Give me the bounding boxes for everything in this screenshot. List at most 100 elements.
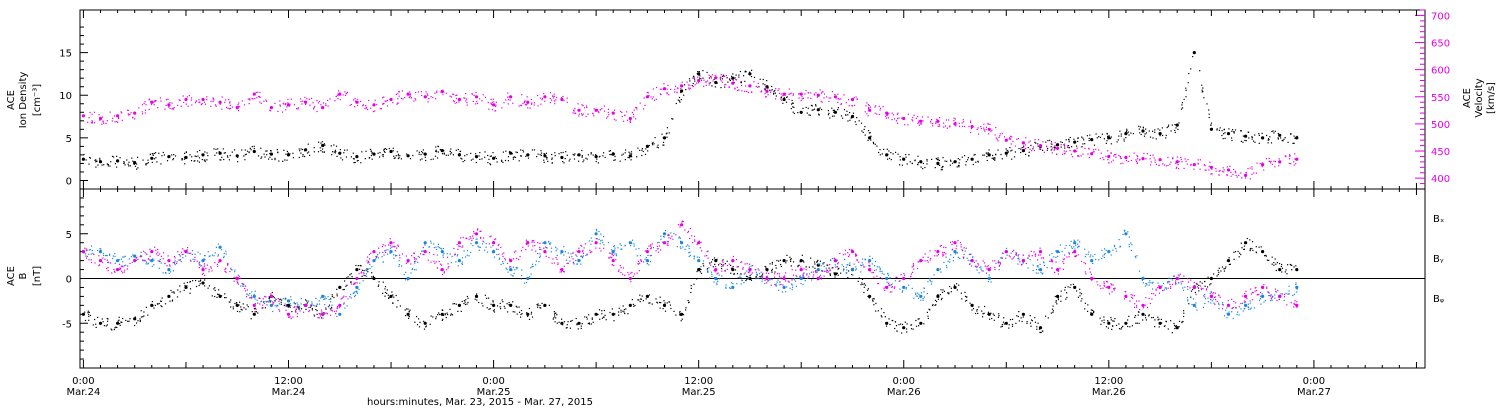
density-sample	[1068, 141, 1070, 143]
density-sample	[435, 149, 437, 151]
bx-sample	[350, 273, 352, 275]
bx-point	[1021, 312, 1025, 316]
velocity-sample	[490, 98, 492, 101]
density-sample	[1258, 133, 1260, 135]
density-sample	[926, 163, 928, 165]
bz-sample	[218, 261, 220, 263]
density-sample	[518, 160, 520, 162]
velocity-sample	[1034, 139, 1036, 141]
bz-sample	[194, 256, 196, 258]
velocity-sample	[575, 112, 577, 114]
by-sample	[290, 296, 292, 298]
density-sample	[764, 84, 766, 86]
bz-sample	[121, 270, 123, 272]
by-sample	[1124, 230, 1126, 232]
density-sample	[460, 157, 462, 159]
bz-sample	[469, 236, 471, 238]
by-sample	[254, 290, 256, 292]
velocity-sample	[409, 91, 411, 93]
bx-sample	[414, 321, 416, 323]
bz-sample	[235, 276, 237, 279]
bz-sample	[443, 272, 445, 274]
velocity-sample	[621, 115, 623, 117]
bz-point	[1056, 268, 1060, 272]
density-sample	[574, 153, 576, 155]
by-sample	[389, 247, 392, 249]
by-sample	[1146, 283, 1148, 285]
density-sample	[395, 155, 397, 157]
bz-sample	[720, 266, 723, 268]
density-sample	[195, 155, 197, 158]
density-sample	[123, 161, 125, 163]
velocity-sample	[782, 95, 784, 97]
bz-point	[269, 294, 273, 298]
by-sample	[756, 273, 758, 275]
bz-sample	[613, 260, 615, 262]
bx-sample	[247, 306, 249, 308]
bz-sample	[373, 251, 375, 253]
by-sample	[1269, 294, 1271, 297]
bx-sample	[179, 285, 181, 287]
bx-sample	[1241, 247, 1243, 249]
density-sample	[1154, 131, 1156, 133]
bx-sample	[1281, 267, 1284, 269]
bz-sample	[368, 262, 370, 264]
bx-sample	[1276, 262, 1278, 264]
density-sample	[967, 157, 969, 159]
by-sample	[1090, 254, 1092, 256]
by-sample	[1079, 241, 1081, 243]
velocity-sample	[646, 96, 648, 98]
velocity-sample	[362, 105, 364, 107]
velocity-sample	[551, 99, 553, 101]
by-sample	[666, 240, 668, 243]
by-sample	[324, 296, 326, 298]
density-sample	[1168, 124, 1170, 126]
velocity-sample	[901, 117, 903, 119]
density-sample	[762, 78, 764, 81]
density-sample	[457, 148, 459, 151]
by-sample	[808, 273, 811, 275]
velocity-sample	[1100, 152, 1102, 154]
by-sample	[847, 264, 849, 266]
bz-sample	[159, 253, 161, 255]
bz-sample	[611, 264, 613, 266]
bx-sample	[286, 304, 288, 306]
by-sample	[795, 280, 797, 282]
bz-sample	[98, 265, 100, 267]
bx-sample	[1090, 312, 1092, 314]
by-sample	[743, 282, 745, 284]
density-point	[1004, 151, 1008, 155]
by-sample	[438, 247, 440, 249]
density-sample	[283, 149, 285, 151]
by-sample	[613, 245, 616, 247]
density-sample	[145, 164, 147, 166]
by-sample	[739, 277, 741, 279]
bx-sample	[1217, 269, 1219, 272]
by-sample	[433, 243, 435, 245]
bottom-left-tick-label: 0	[66, 275, 72, 286]
by-sample	[952, 256, 955, 258]
density-sample	[489, 163, 491, 165]
density-sample	[321, 148, 324, 150]
density-sample	[546, 158, 548, 160]
by-sample	[1091, 260, 1093, 262]
velocity-sample	[1020, 148, 1022, 150]
by-sample	[1119, 245, 1122, 247]
by-sample	[1073, 239, 1075, 241]
bz-sample	[476, 229, 478, 231]
velocity-sample	[1137, 158, 1139, 160]
velocity-sample	[688, 88, 690, 90]
velocity-sample	[563, 100, 565, 102]
bx-sample	[554, 313, 556, 315]
density-sample	[769, 89, 771, 91]
velocity-sample	[1172, 158, 1174, 160]
velocity-sample	[346, 91, 349, 93]
bz-sample	[681, 221, 683, 223]
bx-point	[1209, 276, 1213, 281]
by-sample	[1223, 315, 1226, 317]
velocity-sample	[180, 105, 182, 107]
by-sample	[728, 287, 731, 289]
by-sample	[1036, 265, 1038, 267]
bz-sample	[278, 309, 280, 311]
density-sample	[166, 160, 169, 162]
